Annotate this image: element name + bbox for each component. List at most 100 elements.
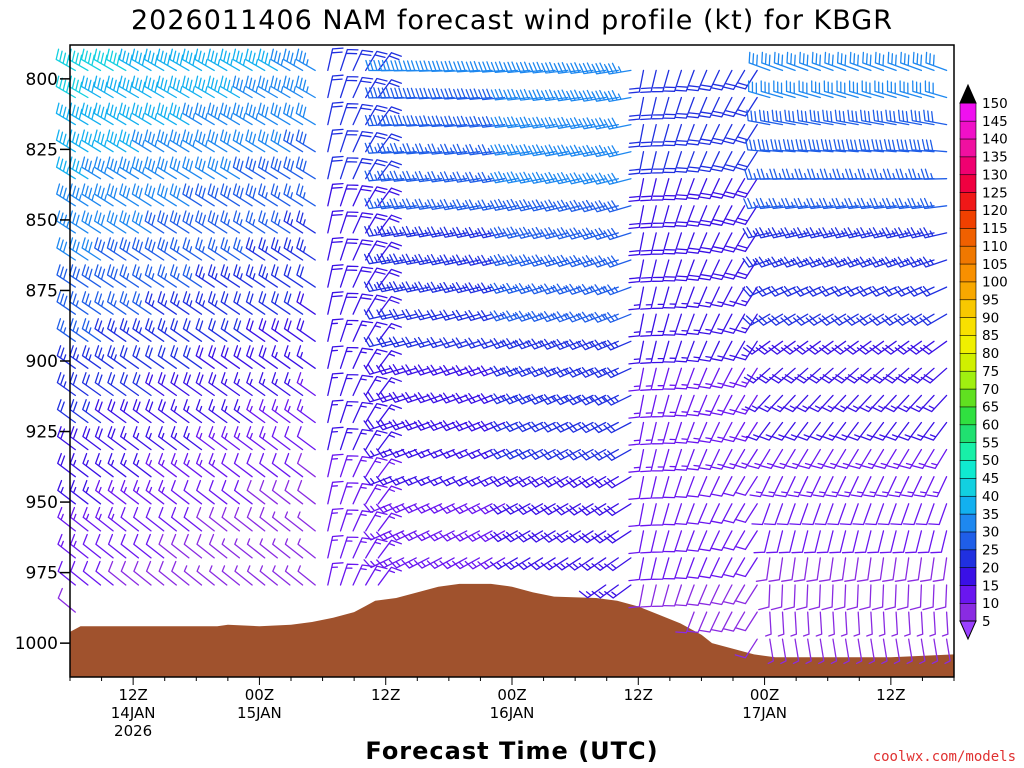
wind-barb: [259, 479, 278, 505]
wind-barb: [780, 313, 809, 326]
wind-barb: [781, 557, 796, 582]
wind-barb: [675, 367, 695, 390]
wind-barb: [651, 421, 670, 445]
wind-barb: [663, 205, 683, 228]
wind-barb: [56, 291, 76, 315]
wind-barb: [590, 476, 619, 489]
wind-barb: [327, 562, 344, 586]
wind-barb: [869, 557, 885, 582]
wind-barb: [768, 340, 796, 355]
wind-barb: [578, 530, 607, 544]
wind-barb: [913, 476, 935, 498]
wind-barb: [208, 318, 228, 342]
wind-barb: [528, 89, 556, 101]
wind-barb: [233, 426, 253, 451]
wind-barb: [377, 79, 402, 99]
wind-barb: [94, 318, 114, 342]
wind-barb: [847, 421, 872, 441]
wind-barb: [578, 584, 607, 599]
wind-barb: [94, 345, 114, 369]
wind-barb: [157, 426, 177, 451]
wind-barb: [81, 156, 102, 180]
wind-barb: [156, 156, 177, 180]
wind-barb: [377, 187, 402, 207]
credit-link[interactable]: coolwx.com/models: [873, 749, 1016, 765]
wind-barb: [663, 69, 683, 92]
wind-barb: [829, 530, 847, 554]
wind-barb: [82, 533, 102, 559]
wind-barb: [919, 285, 948, 297]
wind-barb: [795, 394, 821, 413]
wind-barb: [909, 584, 923, 611]
wind-barb: [926, 476, 948, 498]
wind-barb: [427, 115, 455, 128]
wind-barb: [55, 129, 76, 153]
wind-barb: [751, 503, 771, 526]
wind-barb: [872, 109, 897, 126]
wind-barb: [194, 102, 215, 126]
wind-barb: [169, 210, 190, 234]
colorbar-label: 15: [982, 578, 999, 594]
wind-barb: [56, 318, 76, 342]
wind-barb: [377, 431, 402, 451]
wind-barb: [145, 506, 165, 532]
wind-barb: [377, 539, 402, 559]
wind-barb: [698, 178, 720, 200]
colorbar-swatch: [959, 227, 977, 247]
wind-barb: [144, 237, 165, 261]
wind-barb: [352, 76, 374, 99]
wind-barb: [540, 89, 569, 102]
wind-barb: [169, 264, 190, 288]
wind-barb: [698, 69, 720, 91]
wind-barb: [734, 584, 758, 605]
wind-barb: [219, 102, 241, 126]
wind-barb: [776, 503, 796, 526]
wind-barb: [145, 426, 165, 451]
wind-barb: [465, 143, 493, 156]
wind-barb: [246, 565, 266, 586]
wind-barb: [640, 151, 657, 175]
wind-barb: [784, 109, 809, 126]
wind-barb: [734, 638, 758, 659]
wind-barb: [427, 143, 455, 155]
wind-barb: [452, 115, 481, 128]
wind-barb: [651, 205, 670, 228]
wind-barb: [245, 183, 266, 207]
wind-barb: [490, 198, 518, 211]
wind-barb: [782, 139, 809, 153]
wind-barb: [194, 129, 215, 153]
wind-barb: [377, 59, 405, 72]
wind-barb: [477, 476, 506, 487]
wind-barb: [221, 538, 241, 559]
colorbar-swatch: [959, 567, 977, 586]
y-tick-label: 900: [26, 352, 58, 372]
wind-barb: [132, 452, 152, 478]
wind-barb: [853, 611, 861, 637]
wind-barb: [439, 448, 468, 459]
wind-barb: [352, 320, 374, 342]
wind-barb: [515, 503, 544, 515]
wind-barb: [257, 48, 278, 72]
wind-barb: [921, 394, 948, 413]
wind-barb: [663, 96, 683, 120]
wind-barb: [119, 183, 140, 207]
wind-barb: [157, 372, 177, 397]
wind-barb: [478, 61, 506, 73]
wind-barb: [258, 345, 278, 369]
wind-barb: [527, 557, 556, 571]
wind-barb: [352, 483, 374, 505]
wind-barb: [799, 51, 821, 72]
wind-barb: [893, 285, 923, 297]
wind-barb: [156, 48, 177, 72]
wind-barb: [169, 237, 190, 261]
wind-barb: [245, 291, 266, 315]
wind-barb: [365, 484, 388, 505]
wind-barb: [553, 116, 582, 129]
wind-barb: [477, 557, 506, 570]
wind-barb: [675, 123, 695, 146]
wind-barb: [221, 565, 241, 586]
colorbar-swatch: [959, 156, 977, 176]
wind-barb: [118, 75, 140, 99]
wind-barb: [365, 186, 388, 207]
wind-barb: [603, 530, 632, 544]
